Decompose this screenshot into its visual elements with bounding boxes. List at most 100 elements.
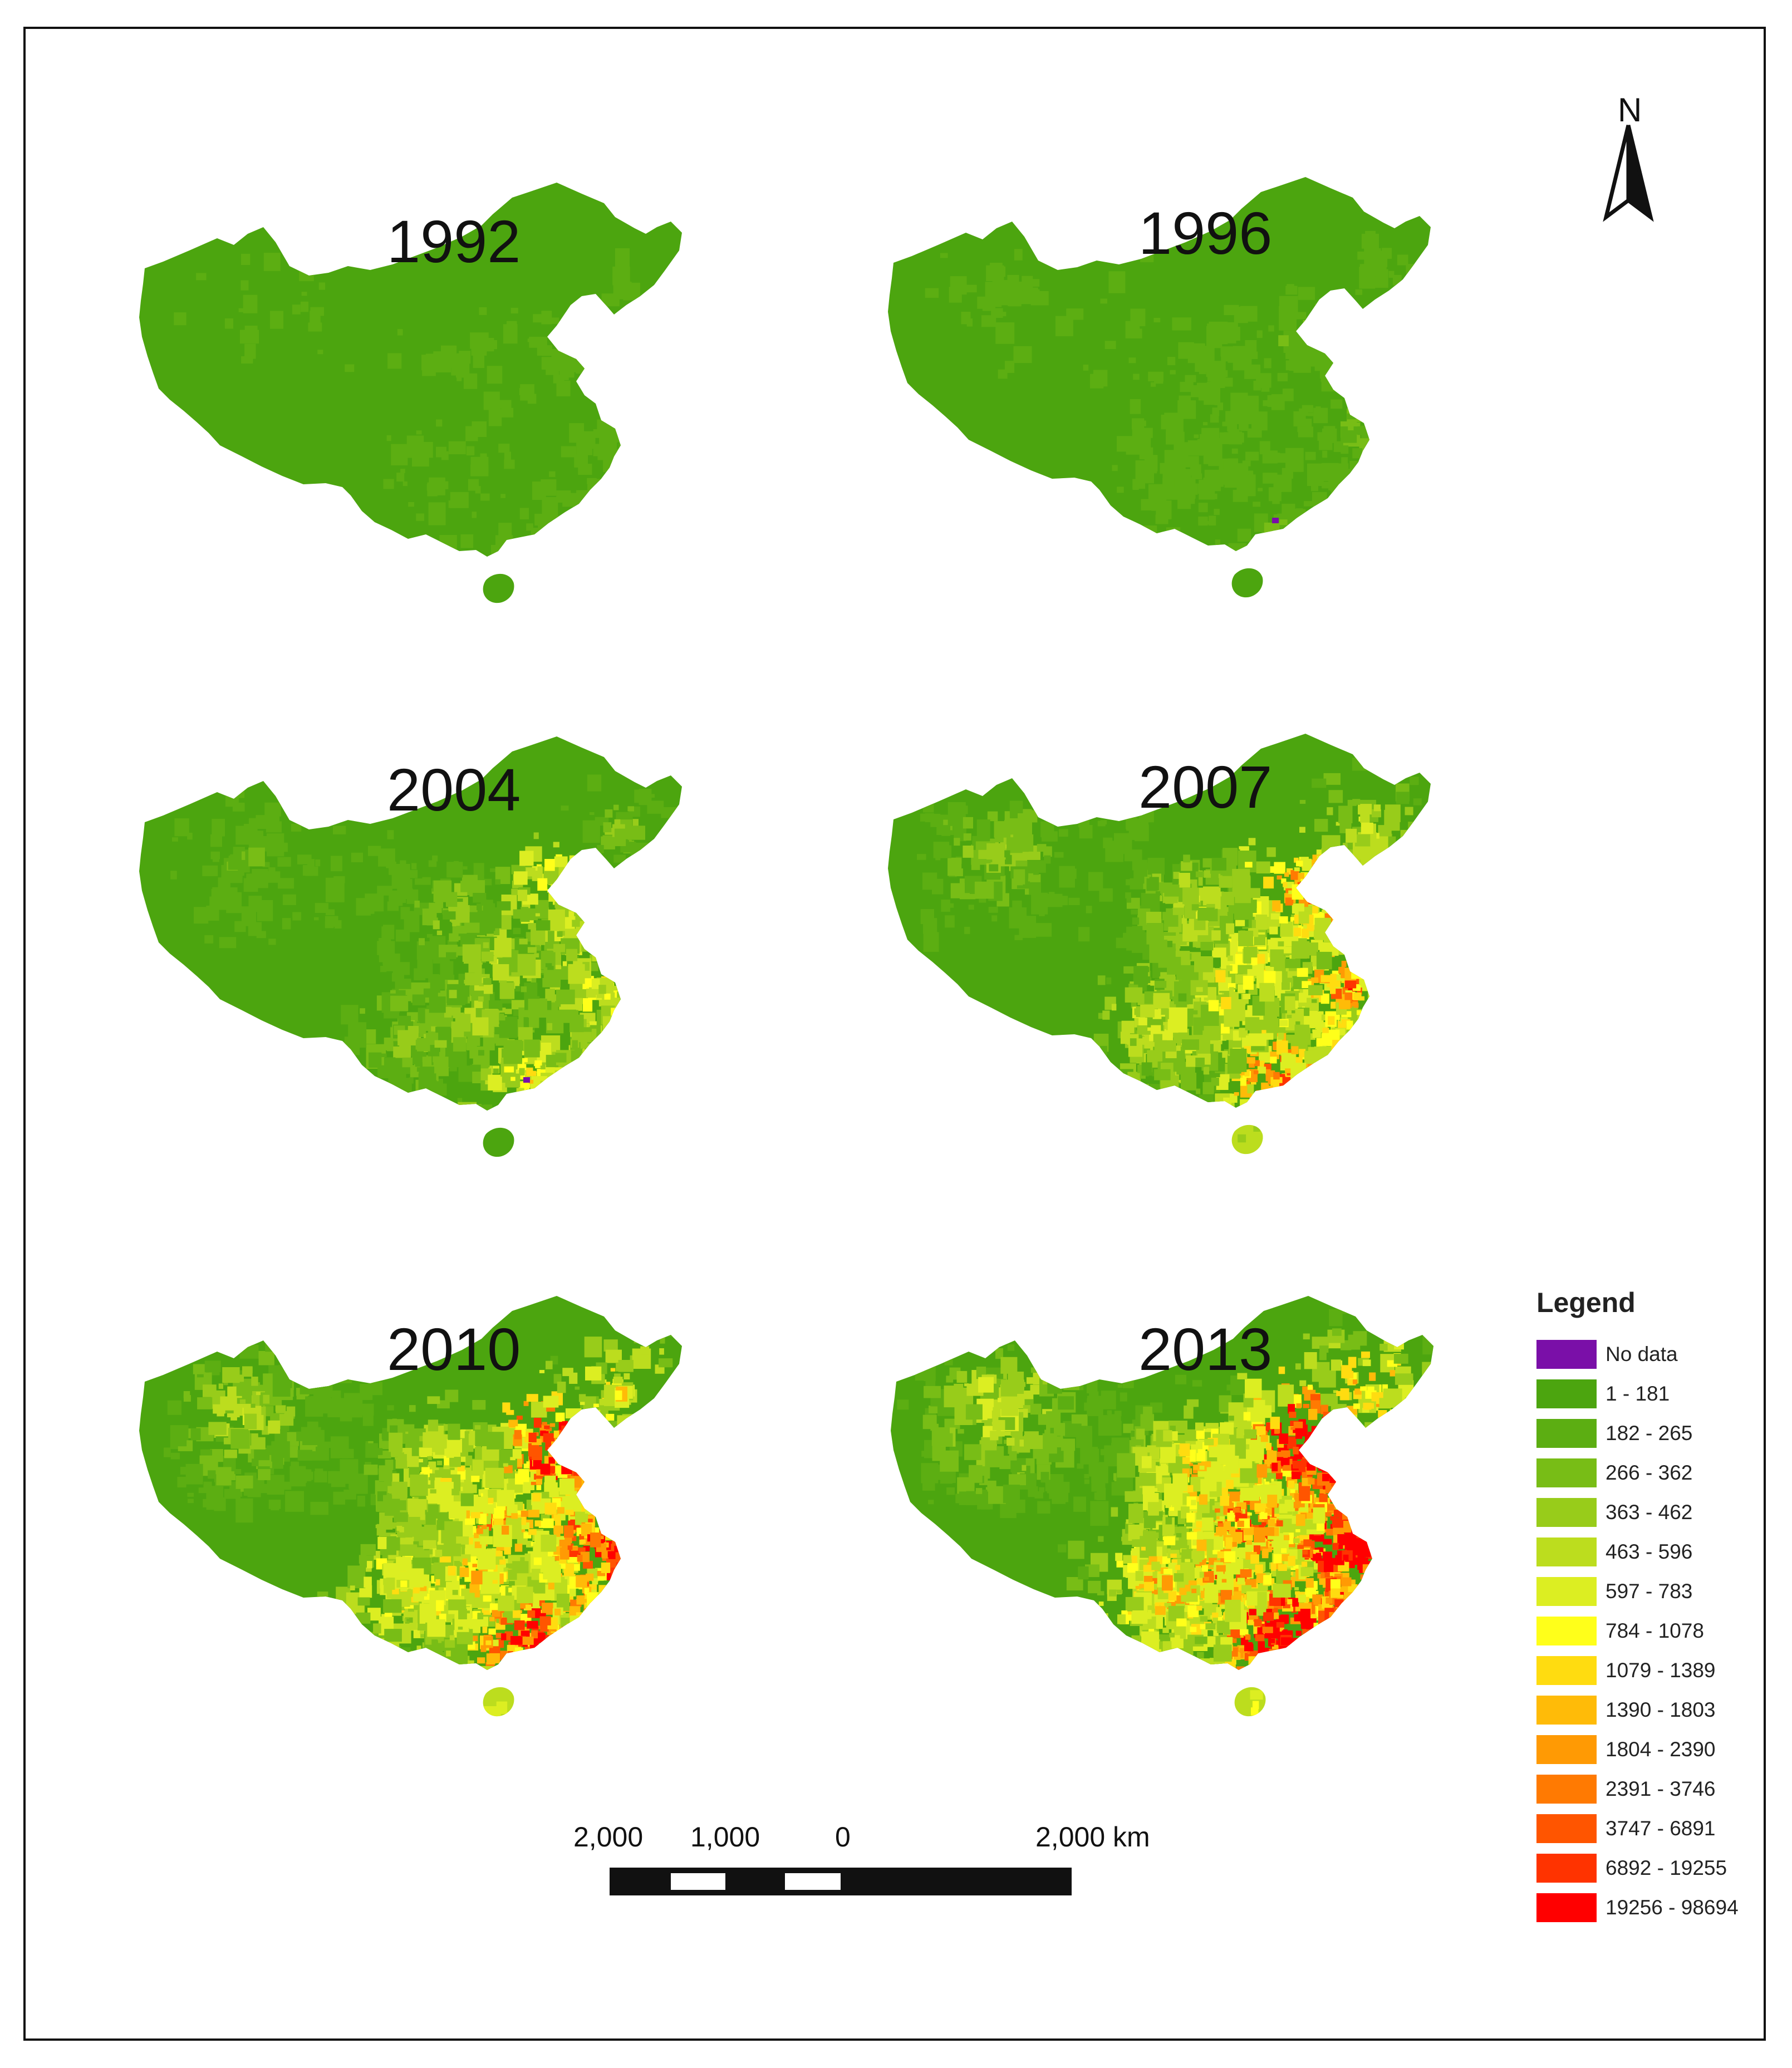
density-cell [653, 1432, 662, 1440]
density-cell [446, 1438, 462, 1453]
density-cell [1297, 967, 1308, 977]
density-cell [987, 811, 998, 822]
density-cell [598, 908, 616, 921]
density-cell [1100, 1045, 1107, 1055]
density-cell [593, 1472, 603, 1481]
density-cell [543, 1433, 554, 1442]
density-cell [1377, 392, 1393, 402]
density-cell [610, 1368, 616, 1372]
density-cell [1304, 532, 1320, 548]
density-cell [665, 851, 676, 864]
density-cell [1202, 1082, 1214, 1094]
density-cell [1211, 930, 1221, 941]
density-cell [1351, 964, 1363, 979]
density-cell [1219, 483, 1224, 487]
density-cell [422, 877, 431, 885]
density-cell [1235, 920, 1245, 926]
density-cell [1357, 898, 1376, 912]
density-cell [554, 888, 561, 893]
density-cell [1205, 520, 1210, 525]
density-cell [500, 1618, 507, 1625]
density-cell [616, 1496, 629, 1510]
density-cell [1369, 890, 1383, 909]
density-cell [1332, 301, 1343, 313]
density-cell [1240, 1078, 1246, 1086]
density-cell [1361, 1045, 1373, 1053]
density-cell [439, 535, 457, 552]
density-cell [604, 1493, 613, 1503]
density-cell [470, 332, 489, 349]
density-cell [569, 1014, 584, 1033]
density-cell [649, 1516, 654, 1522]
density-cell [1217, 402, 1224, 410]
density-cell [1229, 933, 1235, 937]
density-cell [1238, 930, 1254, 946]
density-cell [411, 1051, 423, 1064]
density-cell [224, 1489, 241, 1499]
density-cell [582, 888, 600, 904]
density-cell [1312, 1029, 1321, 1038]
map-panel-2004: 2004 [136, 721, 738, 1222]
density-cell [1295, 508, 1303, 518]
density-cell [1373, 447, 1381, 454]
density-cell [1179, 873, 1190, 888]
density-cell [593, 1459, 603, 1468]
density-cell [1298, 546, 1307, 552]
density-cell [617, 1456, 630, 1468]
density-cell [577, 1554, 583, 1562]
density-cell [1337, 1056, 1342, 1062]
density-cell [1398, 1013, 1404, 1020]
density-cell [503, 1568, 509, 1572]
density-cell [580, 1652, 591, 1659]
density-cell [611, 947, 621, 956]
density-cell [333, 1491, 346, 1505]
density-cell [243, 824, 258, 841]
density-cell [460, 534, 474, 548]
density-cell [589, 987, 598, 994]
density-cell [1244, 1069, 1250, 1077]
density-cell [433, 351, 451, 372]
density-cell [488, 1074, 502, 1091]
density-cell [210, 834, 222, 847]
density-cell [1322, 428, 1337, 443]
density-cell [963, 817, 973, 829]
density-cell [1230, 1093, 1238, 1103]
density-cell [630, 1545, 642, 1558]
density-cell [414, 900, 420, 908]
density-cell [1413, 1006, 1420, 1011]
density-cell [443, 1015, 453, 1029]
density-cell [472, 512, 477, 518]
density-cell [1026, 867, 1039, 875]
density-cell [1335, 912, 1343, 919]
density-cell [523, 1095, 529, 1100]
density-cell [598, 985, 606, 994]
density-cell [479, 307, 487, 315]
density-cell [567, 1433, 572, 1437]
density-cell [660, 1337, 665, 1344]
hainan-region [483, 573, 514, 603]
density-cell [575, 1626, 593, 1639]
density-cell [605, 1072, 618, 1089]
density-cell [495, 1633, 502, 1638]
density-cell [1121, 1020, 1135, 1034]
density-cell [565, 323, 577, 332]
density-cell [282, 894, 296, 905]
density-cell [597, 935, 605, 942]
density-cell [510, 308, 518, 314]
density-cell [437, 1482, 454, 1505]
density-cell [544, 859, 555, 871]
density-cell [1307, 924, 1314, 931]
density-cell [573, 1456, 593, 1475]
density-cell [381, 1432, 388, 1439]
density-cell [998, 369, 1008, 379]
density-cell [620, 1543, 627, 1553]
density-cell [637, 1496, 649, 1512]
density-cell [338, 1368, 352, 1383]
density-cell [1331, 1048, 1342, 1057]
density-cell [526, 1090, 534, 1101]
density-cell [1315, 867, 1323, 875]
density-cell [1356, 1070, 1371, 1083]
density-cell [170, 871, 177, 880]
density-cell [615, 900, 635, 922]
density-cell [554, 1443, 562, 1448]
